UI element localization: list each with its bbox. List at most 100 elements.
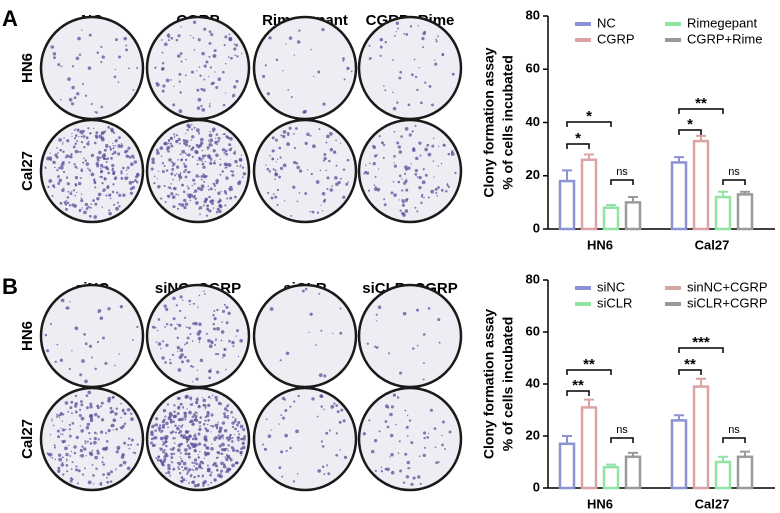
colony <box>182 435 185 439</box>
colony <box>129 443 133 446</box>
colony <box>186 359 190 363</box>
colony <box>70 153 73 156</box>
colony <box>374 175 377 178</box>
colony <box>114 68 117 71</box>
colony <box>190 70 194 74</box>
colony <box>198 176 200 178</box>
colony <box>193 462 196 464</box>
colony <box>71 133 73 135</box>
error-bar <box>740 450 750 457</box>
colony <box>49 456 51 458</box>
colony <box>188 326 191 330</box>
colony <box>197 306 199 308</box>
colony <box>163 304 167 308</box>
colony <box>198 341 201 343</box>
colony <box>178 179 181 181</box>
colony <box>296 165 300 170</box>
colony <box>205 175 208 178</box>
colony <box>215 210 219 214</box>
colony <box>315 344 317 346</box>
colony <box>212 81 215 85</box>
colony <box>173 452 176 455</box>
colony <box>236 449 240 453</box>
colony <box>187 170 191 174</box>
colony <box>49 322 52 325</box>
colony <box>298 192 301 194</box>
colony <box>231 421 235 425</box>
colony <box>101 181 104 185</box>
colony <box>216 352 220 356</box>
colony <box>183 205 187 210</box>
colony <box>84 467 87 470</box>
row-label: HN6 <box>19 53 36 83</box>
colony <box>180 442 184 446</box>
colony <box>179 402 183 406</box>
colony <box>268 170 272 173</box>
colony <box>85 425 90 430</box>
colony <box>178 72 182 76</box>
colony <box>109 406 113 410</box>
colony <box>226 409 229 412</box>
colony <box>70 412 73 415</box>
colony <box>178 424 180 427</box>
colony <box>87 205 90 208</box>
colony <box>390 453 394 457</box>
colony <box>92 199 95 202</box>
colony <box>240 437 243 441</box>
colony <box>119 426 122 429</box>
colony <box>228 37 233 42</box>
colony <box>184 316 187 319</box>
colony <box>167 194 171 198</box>
colony <box>292 185 296 189</box>
colony <box>195 377 199 381</box>
colony <box>172 187 176 190</box>
colony <box>101 456 104 459</box>
colony <box>339 331 343 335</box>
colony <box>205 60 209 64</box>
colony <box>206 208 209 211</box>
colony <box>420 195 423 198</box>
colony <box>126 407 131 412</box>
colony <box>207 185 210 188</box>
colony <box>384 420 388 423</box>
colony <box>198 157 201 159</box>
colony <box>98 134 103 139</box>
colony <box>218 436 222 440</box>
colony <box>157 170 160 172</box>
colony <box>318 373 323 378</box>
colony <box>196 331 201 336</box>
colony <box>190 123 193 126</box>
colony <box>85 455 87 457</box>
colony <box>390 405 394 409</box>
colony <box>167 466 171 471</box>
colony <box>214 395 218 400</box>
colony <box>66 196 70 199</box>
colony <box>218 444 222 448</box>
colony <box>115 450 119 454</box>
colony <box>72 189 76 192</box>
colony <box>117 144 121 148</box>
colony <box>166 403 170 406</box>
colony <box>372 162 376 166</box>
colony <box>342 195 346 199</box>
colony <box>68 204 72 207</box>
colony <box>193 483 198 488</box>
colony <box>62 473 65 476</box>
colony <box>309 312 313 316</box>
colony <box>178 202 182 206</box>
colony <box>199 358 204 363</box>
colony <box>192 413 196 416</box>
colony <box>61 428 66 432</box>
error-bar <box>718 190 728 198</box>
colony <box>231 436 234 439</box>
colony <box>387 406 390 409</box>
colony <box>69 406 73 410</box>
colony <box>410 163 412 165</box>
colony <box>446 183 449 187</box>
colony <box>410 441 414 445</box>
colony <box>154 66 157 69</box>
colony <box>226 454 231 459</box>
colony <box>164 452 168 456</box>
colony <box>435 40 438 43</box>
colony <box>58 417 61 419</box>
